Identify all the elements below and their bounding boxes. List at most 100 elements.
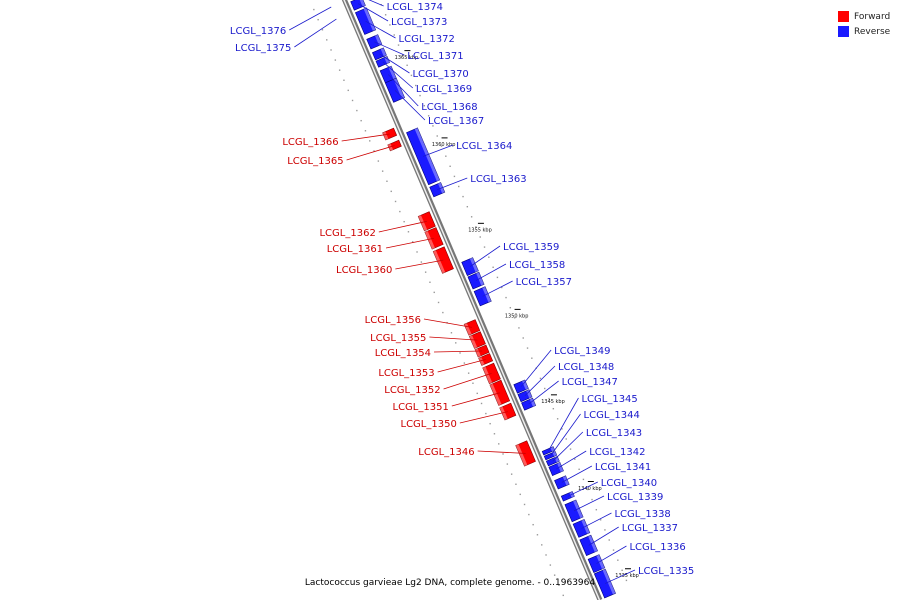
- track-dot: [424, 271, 427, 273]
- gene-block-lcgl_1352[interactable]: [482, 362, 501, 385]
- gene-label-lcgl_1356[interactable]: LCGL_1356: [365, 315, 421, 326]
- gene-block-lcgl_1367[interactable]: [384, 77, 405, 103]
- gene-label-lcgl_1349[interactable]: LCGL_1349: [554, 346, 610, 357]
- gene-bevel: [475, 348, 481, 357]
- legend-item-forward[interactable]: Forward: [838, 9, 890, 24]
- gene-label-lcgl_1337[interactable]: LCGL_1337: [622, 523, 678, 534]
- gene-label-lcgl_1364[interactable]: LCGL_1364: [456, 141, 512, 152]
- gene-label-lcgl_1363[interactable]: LCGL_1363: [470, 174, 526, 185]
- track-dot: [420, 261, 423, 263]
- track-dot: [373, 150, 375, 152]
- gene-block-lcgl_1373[interactable]: [350, 0, 366, 11]
- gene-label-lcgl_1371[interactable]: LCGL_1371: [407, 51, 463, 62]
- track-dot: [433, 291, 435, 294]
- gene-label-lcgl_1372[interactable]: LCGL_1372: [399, 34, 455, 45]
- track-dot: [587, 488, 589, 491]
- gene-bevel: [557, 462, 564, 473]
- gene-label-lcgl_1375[interactable]: LCGL_1375: [235, 43, 291, 54]
- gene-block-lcgl_1344[interactable]: [543, 451, 558, 461]
- gene-label-lcgl_1347[interactable]: LCGL_1347: [562, 377, 618, 388]
- track-dot: [364, 130, 367, 132]
- gene-leader-line: [451, 392, 500, 407]
- gene-leader-line: [581, 512, 612, 529]
- gene-label-lcgl_1336[interactable]: LCGL_1336: [629, 542, 685, 553]
- gene-bevel: [469, 335, 478, 349]
- gene-block-lcgl_1360[interactable]: [432, 246, 454, 274]
- gene-label-lcgl_1365[interactable]: LCGL_1365: [287, 156, 343, 167]
- gene-block-lcgl_1335[interactable]: [593, 568, 616, 599]
- track-dot: [470, 216, 473, 218]
- gene-leader-line: [552, 431, 584, 462]
- track-dot: [393, 34, 395, 36]
- gene-block-lcgl_1338[interactable]: [572, 519, 591, 538]
- track-dot: [453, 175, 456, 178]
- gene-blocks: [350, 0, 616, 599]
- gene-block-lcgl_1363[interactable]: [429, 182, 446, 198]
- gene-label-lcgl_1359[interactable]: LCGL_1359: [503, 242, 559, 253]
- track-dot: [561, 428, 563, 430]
- gene-leader-line: [475, 263, 507, 281]
- gene-block-lcgl_1369[interactable]: [375, 56, 390, 68]
- gene-leader-line: [346, 145, 395, 161]
- track-dot: [416, 251, 418, 253]
- gene-label-lcgl_1374[interactable]: LCGL_1374: [387, 2, 443, 13]
- gene-block-lcgl_1355[interactable]: [468, 331, 486, 349]
- gene-block-lcgl_1371[interactable]: [366, 34, 383, 50]
- track-dot: [519, 493, 521, 496]
- gene-bevel: [433, 250, 446, 274]
- gene-block-lcgl_1341[interactable]: [554, 475, 570, 490]
- gene-label-lcgl_1339[interactable]: LCGL_1339: [607, 492, 663, 503]
- track-dot: [480, 402, 483, 405]
- gene-block-lcgl_1339[interactable]: [564, 499, 584, 523]
- gene-label-lcgl_1368[interactable]: LCGL_1368: [421, 102, 477, 113]
- gene-bevel: [388, 66, 397, 80]
- gene-bevel: [596, 554, 605, 570]
- gene-label-lcgl_1353[interactable]: LCGL_1353: [378, 368, 434, 379]
- gene-label-lcgl_1345[interactable]: LCGL_1345: [581, 394, 637, 405]
- gene-block-lcgl_1336[interactable]: [587, 554, 606, 573]
- gene-label-lcgl_1376[interactable]: LCGL_1376: [230, 26, 286, 37]
- track-dot: [432, 125, 434, 127]
- legend-item-reverse[interactable]: Reverse: [838, 24, 890, 39]
- gene-label-lcgl_1343[interactable]: LCGL_1343: [586, 428, 642, 439]
- gene-block-lcgl_1337[interactable]: [579, 534, 598, 556]
- track-dot: [485, 412, 487, 415]
- gene-label-lcgl_1348[interactable]: LCGL_1348: [558, 362, 614, 373]
- gene-bevel: [522, 380, 529, 390]
- gene-label-lcgl_1346[interactable]: LCGL_1346: [418, 447, 474, 458]
- position-ruler: 1365 kbp 1360 kbp 1355 kbp 1350 kbp 1345 kbp…: [395, 50, 639, 579]
- gene-block-lcgl_1370[interactable]: [372, 47, 387, 61]
- gene-label-lcgl_1338[interactable]: LCGL_1338: [614, 509, 670, 520]
- gene-label-lcgl_1357[interactable]: LCGL_1357: [516, 277, 572, 288]
- gene-block-lcgl_1365[interactable]: [387, 139, 402, 152]
- gene-label-lcgl_1354[interactable]: LCGL_1354: [375, 348, 431, 359]
- track-dot: [390, 190, 392, 193]
- gene-label-lcgl_1367[interactable]: LCGL_1367: [428, 116, 484, 127]
- gene-label-lcgl_1344[interactable]: LCGL_1344: [584, 410, 640, 421]
- gene-label-lcgl_1366[interactable]: LCGL_1366: [282, 137, 338, 148]
- gene-leader-line: [469, 245, 501, 267]
- track-dot: [569, 448, 572, 450]
- gene-bevel: [478, 357, 485, 366]
- gene-label-lcgl_1373[interactable]: LCGL_1373: [391, 17, 447, 28]
- gene-label-lcgl_1342[interactable]: LCGL_1342: [589, 447, 645, 458]
- gene-label-lcgl_1340[interactable]: LCGL_1340: [601, 478, 657, 489]
- gene-label-lcgl_1358[interactable]: LCGL_1358: [509, 260, 565, 271]
- gene-block-lcgl_1354[interactable]: [474, 344, 490, 358]
- gene-label-lcgl_1362[interactable]: LCGL_1362: [319, 228, 375, 239]
- gene-label-lcgl_1355[interactable]: LCGL_1355: [370, 333, 426, 344]
- gene-label-lcgl_1369[interactable]: LCGL_1369: [416, 84, 472, 95]
- gene-label-lcgl_1370[interactable]: LCGL_1370: [412, 69, 468, 80]
- gene-label-lcgl_1360[interactable]: LCGL_1360: [336, 265, 392, 276]
- gene-label-lcgl_1350[interactable]: LCGL_1350: [401, 419, 457, 430]
- gene-label-lcgl_1341[interactable]: LCGL_1341: [595, 462, 651, 473]
- gene-label-lcgl_1351[interactable]: LCGL_1351: [393, 402, 449, 413]
- gene-label-lcgl_1352[interactable]: LCGL_1352: [384, 385, 440, 396]
- track-dot: [493, 433, 496, 435]
- gene-label-lcgl_1335[interactable]: LCGL_1335: [638, 566, 694, 577]
- gene-leader-line: [437, 177, 468, 191]
- gene-label-lcgl_1361[interactable]: LCGL_1361: [327, 244, 383, 255]
- gene-leader-line: [385, 237, 435, 249]
- gene-bevel: [529, 398, 536, 407]
- track-dot: [501, 286, 503, 289]
